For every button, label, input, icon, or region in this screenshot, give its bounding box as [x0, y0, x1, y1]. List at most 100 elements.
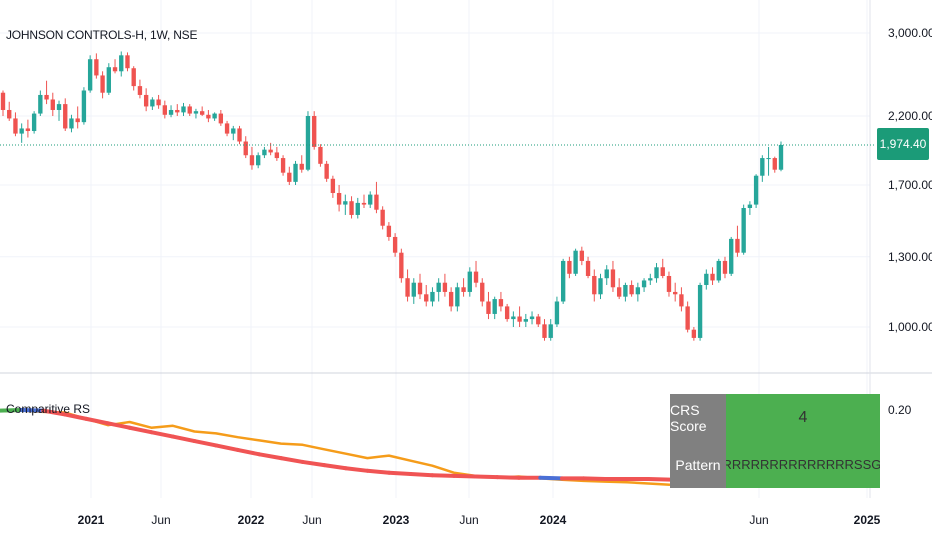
candle-body	[87, 59, 93, 91]
candle-body	[355, 202, 360, 215]
candle	[206, 109, 211, 123]
candle	[660, 258, 665, 279]
candle-body	[237, 128, 242, 142]
candle-body	[131, 68, 136, 87]
candle-body	[729, 238, 734, 274]
candle-body	[486, 301, 491, 314]
candle-body	[299, 163, 304, 170]
candle	[735, 225, 740, 257]
candle-body	[361, 202, 367, 205]
candle	[480, 278, 485, 307]
candle	[629, 280, 634, 297]
candle	[280, 155, 286, 176]
candle-body	[31, 113, 37, 132]
candle	[424, 284, 429, 307]
candle	[305, 111, 311, 172]
candle	[293, 160, 298, 185]
chart-title: JOHNSON CONTROLS-H, 1W, NSE	[6, 28, 198, 42]
candle-body	[374, 194, 379, 210]
candle	[641, 278, 647, 292]
candle	[50, 92, 55, 117]
candle	[529, 311, 535, 325]
candle-body	[473, 271, 479, 283]
candle-body	[573, 250, 578, 274]
candle-body	[778, 144, 784, 170]
time-tick-label: 2022	[238, 513, 265, 527]
candle	[212, 112, 217, 121]
candle	[25, 119, 31, 138]
candle-body	[137, 86, 143, 95]
ma-segment	[0, 408, 24, 413]
candle-body	[212, 113, 217, 119]
candle	[156, 94, 161, 109]
candle-body	[604, 269, 609, 279]
candle-body	[50, 99, 55, 110]
candle-body	[187, 106, 192, 114]
candle-body	[256, 155, 261, 166]
candle	[554, 296, 560, 327]
candle-body	[430, 291, 435, 302]
candle-body	[648, 278, 653, 281]
candle	[679, 287, 684, 312]
candle	[75, 106, 80, 129]
ma-segment	[62, 412, 89, 421]
price-tick-label: 2,200.00	[888, 109, 932, 123]
candle-body	[442, 282, 448, 292]
candle	[461, 278, 466, 297]
candle-body	[106, 67, 111, 93]
crs-pattern-label: Pattern	[670, 441, 726, 488]
candle-body	[623, 284, 628, 297]
candle-body	[368, 194, 373, 205]
price-tick-label: 1,700.00	[888, 178, 932, 192]
candle-body	[280, 158, 286, 173]
candle-body	[480, 282, 485, 302]
candle	[100, 71, 105, 99]
candle	[112, 59, 118, 74]
candle-body	[19, 128, 24, 134]
candle	[691, 327, 697, 341]
candle	[753, 174, 759, 208]
candle-body	[312, 116, 317, 147]
candle-body	[336, 192, 342, 205]
candle-body	[56, 104, 62, 110]
candle-body	[424, 294, 429, 302]
time-tick-label: Jun	[749, 513, 768, 527]
candle	[666, 271, 672, 297]
candle	[175, 104, 180, 117]
candle-body	[716, 260, 721, 281]
candle	[517, 306, 522, 327]
candle	[573, 248, 578, 276]
candle	[224, 120, 230, 137]
indicator-label: Comparitive RS	[6, 402, 91, 416]
candle	[598, 273, 603, 300]
candle	[330, 175, 336, 198]
candle-body	[536, 316, 541, 325]
ma-segment	[278, 456, 305, 464]
candle	[492, 296, 497, 320]
price-tick-label: 3,000.00	[888, 26, 932, 40]
candle	[455, 282, 460, 312]
candle-body	[224, 123, 230, 134]
candle-body	[343, 201, 348, 205]
candle-body	[13, 118, 18, 134]
candle-body	[548, 324, 553, 338]
candle-body	[38, 94, 43, 114]
candle	[168, 105, 174, 118]
candle	[218, 109, 224, 126]
time-tick-label: 2023	[383, 513, 410, 527]
ma-segment	[430, 473, 456, 478]
candle-body	[175, 109, 180, 113]
candle	[256, 152, 261, 169]
candle	[380, 206, 385, 230]
candle	[778, 141, 784, 172]
candle-body	[529, 316, 535, 320]
candle-body	[517, 316, 522, 322]
ma-segment	[365, 468, 392, 475]
candle-body	[641, 280, 647, 288]
candle-body	[162, 105, 168, 115]
candle-body	[243, 141, 248, 156]
ma-segment	[149, 430, 175, 439]
candle	[411, 278, 416, 304]
candle	[467, 267, 472, 297]
candle	[237, 125, 242, 145]
